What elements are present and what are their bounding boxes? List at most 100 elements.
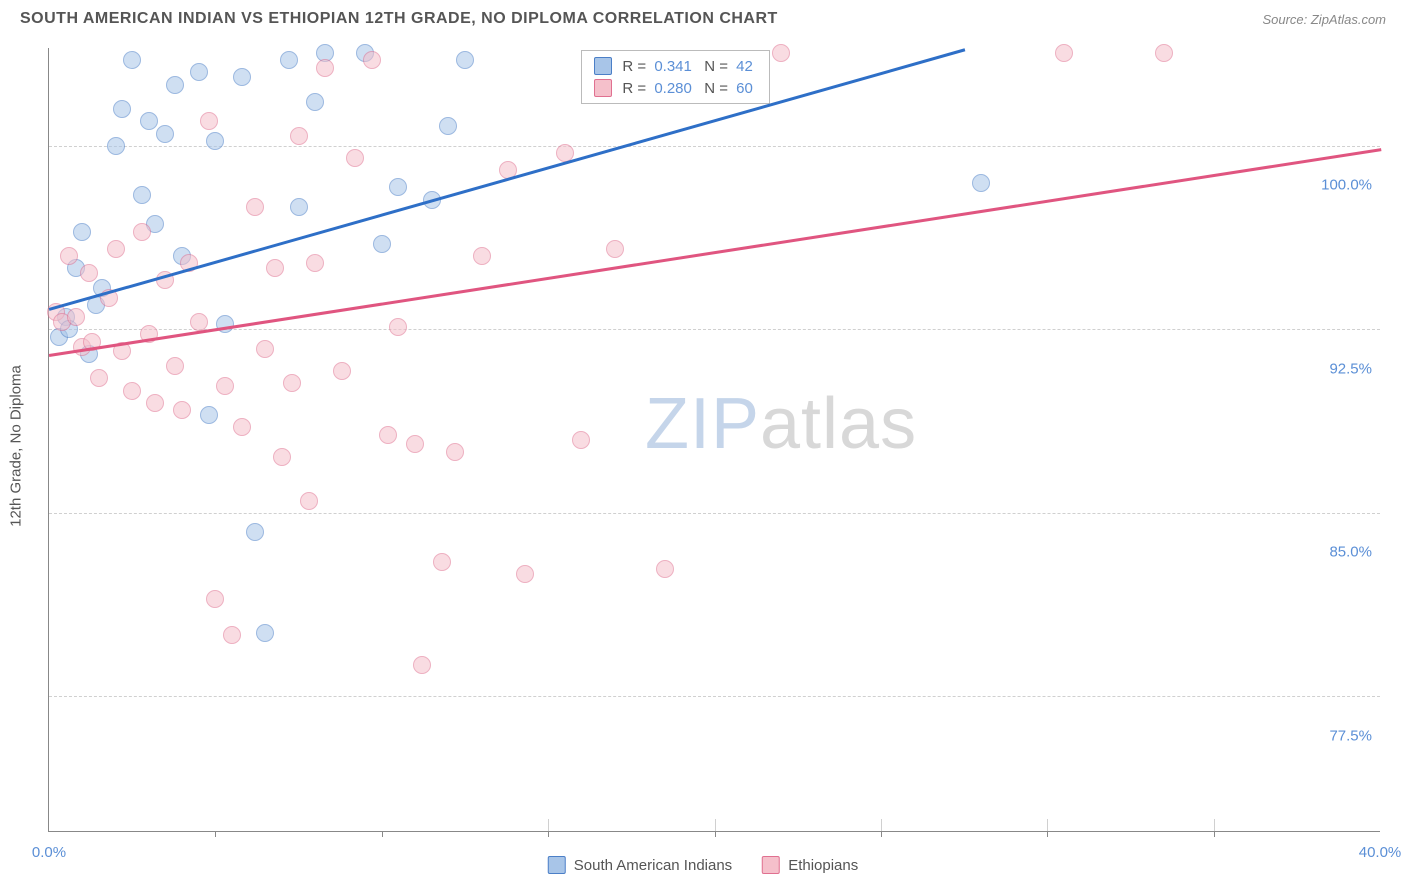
watermark: ZIPatlas bbox=[645, 383, 917, 465]
scatter-point bbox=[290, 127, 308, 145]
stats-row: R = 0.341 N = 42 bbox=[582, 55, 768, 77]
scatter-point bbox=[280, 51, 298, 69]
scatter-point bbox=[516, 565, 534, 583]
scatter-point bbox=[572, 431, 590, 449]
x-tick bbox=[548, 819, 549, 831]
r-value: 0.341 bbox=[654, 58, 692, 75]
scatter-point bbox=[389, 318, 407, 336]
gridline-h bbox=[49, 513, 1380, 514]
scatter-point bbox=[173, 401, 191, 419]
scatter-point bbox=[446, 443, 464, 461]
scatter-point bbox=[200, 112, 218, 130]
scatter-point bbox=[266, 259, 284, 277]
plot-area: ZIPatlas 77.5%85.0%92.5%100.0%0.0%40.0%R… bbox=[48, 48, 1380, 832]
scatter-point bbox=[133, 223, 151, 241]
x-tick-mark bbox=[1214, 831, 1215, 837]
series-swatch bbox=[594, 57, 612, 75]
x-tick bbox=[881, 819, 882, 831]
scatter-point bbox=[190, 63, 208, 81]
scatter-point bbox=[60, 247, 78, 265]
scatter-point bbox=[283, 374, 301, 392]
scatter-point bbox=[656, 560, 674, 578]
scatter-point bbox=[772, 44, 790, 62]
scatter-point bbox=[456, 51, 474, 69]
y-tick-label: 85.0% bbox=[1329, 544, 1372, 561]
x-tick-mark bbox=[715, 831, 716, 837]
scatter-point bbox=[113, 100, 131, 118]
scatter-point bbox=[123, 51, 141, 69]
scatter-point bbox=[379, 426, 397, 444]
scatter-point bbox=[133, 186, 151, 204]
legend-label: Ethiopians bbox=[788, 857, 858, 874]
scatter-point bbox=[90, 369, 108, 387]
x-tick bbox=[1214, 819, 1215, 831]
scatter-point bbox=[200, 406, 218, 424]
scatter-point bbox=[306, 93, 324, 111]
scatter-point bbox=[246, 198, 264, 216]
scatter-point bbox=[140, 112, 158, 130]
legend-item: South American Indians bbox=[548, 856, 732, 874]
scatter-point bbox=[156, 125, 174, 143]
scatter-point bbox=[406, 435, 424, 453]
chart-source: Source: ZipAtlas.com bbox=[1262, 12, 1386, 27]
x-tick-label: 0.0% bbox=[32, 844, 66, 861]
stats-box: R = 0.341 N = 42R = 0.280 N = 60 bbox=[581, 50, 769, 104]
scatter-point bbox=[73, 223, 91, 241]
scatter-point bbox=[123, 382, 141, 400]
y-axis-label: 12th Grade, No Diploma bbox=[8, 365, 25, 527]
gridline-h bbox=[49, 696, 1380, 697]
x-tick-mark bbox=[382, 831, 383, 837]
scatter-point bbox=[206, 590, 224, 608]
x-tick-mark bbox=[548, 831, 549, 837]
chart-container: ZIPatlas 77.5%85.0%92.5%100.0%0.0%40.0%R… bbox=[48, 48, 1380, 832]
x-tick-mark bbox=[215, 831, 216, 837]
scatter-point bbox=[333, 362, 351, 380]
scatter-point bbox=[972, 174, 990, 192]
scatter-point bbox=[233, 418, 251, 436]
y-tick-label: 100.0% bbox=[1321, 177, 1372, 194]
legend-label: South American Indians bbox=[574, 857, 732, 874]
scatter-point bbox=[107, 240, 125, 258]
scatter-point bbox=[316, 59, 334, 77]
x-tick bbox=[1047, 819, 1048, 831]
scatter-point bbox=[223, 626, 241, 644]
legend-swatch bbox=[762, 856, 780, 874]
scatter-point bbox=[473, 247, 491, 265]
scatter-point bbox=[389, 178, 407, 196]
chart-header: SOUTH AMERICAN INDIAN VS ETHIOPIAN 12TH … bbox=[0, 0, 1406, 36]
scatter-point bbox=[80, 264, 98, 282]
scatter-point bbox=[413, 656, 431, 674]
scatter-point bbox=[273, 448, 291, 466]
series-swatch bbox=[594, 79, 612, 97]
legend-swatch bbox=[548, 856, 566, 874]
scatter-point bbox=[206, 132, 224, 150]
scatter-point bbox=[190, 313, 208, 331]
scatter-point bbox=[216, 377, 234, 395]
scatter-point bbox=[256, 340, 274, 358]
x-tick bbox=[715, 819, 716, 831]
n-value: 42 bbox=[736, 58, 753, 75]
scatter-point bbox=[1055, 44, 1073, 62]
scatter-point bbox=[166, 357, 184, 375]
trend-line bbox=[49, 48, 965, 310]
y-tick-label: 92.5% bbox=[1329, 360, 1372, 377]
scatter-point bbox=[1155, 44, 1173, 62]
gridline-h bbox=[49, 146, 1380, 147]
n-value: 60 bbox=[736, 80, 753, 97]
scatter-point bbox=[363, 51, 381, 69]
x-tick-mark bbox=[881, 831, 882, 837]
scatter-point bbox=[306, 254, 324, 272]
y-tick-label: 77.5% bbox=[1329, 727, 1372, 744]
scatter-point bbox=[233, 68, 251, 86]
scatter-point bbox=[216, 315, 234, 333]
scatter-point bbox=[606, 240, 624, 258]
bottom-legend: South American Indians Ethiopians bbox=[548, 856, 859, 874]
scatter-point bbox=[373, 235, 391, 253]
x-tick-mark bbox=[1047, 831, 1048, 837]
r-value: 0.280 bbox=[654, 80, 692, 97]
legend-item: Ethiopians bbox=[762, 856, 858, 874]
gridline-h bbox=[49, 329, 1380, 330]
scatter-point bbox=[256, 624, 274, 642]
scatter-point bbox=[300, 492, 318, 510]
chart-title: SOUTH AMERICAN INDIAN VS ETHIOPIAN 12TH … bbox=[20, 10, 778, 28]
